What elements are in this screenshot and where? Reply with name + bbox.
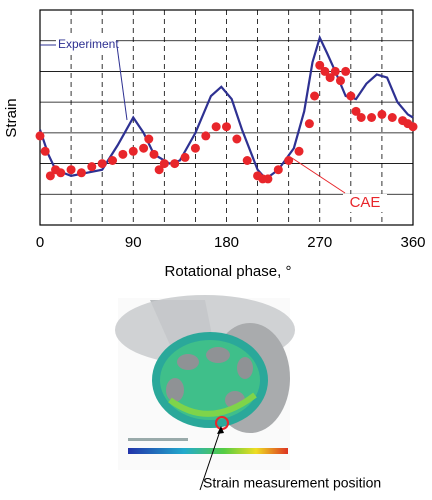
data-point: [211, 122, 221, 132]
data-point: [310, 91, 320, 101]
data-point: [128, 146, 138, 156]
data-point: [180, 152, 190, 162]
data-point: [40, 146, 50, 156]
data-point: [377, 109, 387, 119]
data-point: [35, 131, 45, 141]
data-point: [351, 106, 361, 116]
arrow-head: [217, 426, 224, 434]
data-point: [320, 66, 330, 76]
data-point: [87, 162, 97, 172]
data-point: [170, 159, 180, 169]
x-tick-label: 360: [400, 234, 425, 251]
data-point: [387, 113, 397, 122]
pointer-arrow: [199, 427, 222, 491]
data-point: [108, 156, 118, 165]
data-point: [330, 66, 340, 76]
data-point: [273, 165, 283, 175]
data-point: [76, 168, 86, 178]
data-point: [335, 76, 345, 86]
data-point: [408, 122, 418, 132]
data-point: [66, 165, 76, 175]
y-axis-label: Strain: [3, 98, 20, 137]
x-tick-label: 270: [307, 234, 332, 251]
data-point: [346, 91, 356, 101]
data-point: [242, 156, 252, 165]
callout-bg: [343, 194, 387, 212]
data-point: [304, 119, 314, 129]
data-point: [97, 159, 107, 169]
data-point: [294, 146, 304, 156]
data-point: [232, 134, 242, 144]
figure-caption: Strain measurement position: [203, 475, 381, 491]
x-axis-label: Rotational phase, °: [165, 263, 292, 280]
data-point: [201, 131, 211, 141]
callout-line: [116, 45, 128, 121]
data-point: [315, 60, 325, 70]
data-point: [144, 134, 154, 144]
data-point: [263, 174, 273, 184]
x-tick-label: 0: [36, 234, 44, 251]
model-image: [115, 295, 295, 470]
x-tick-label: 180: [214, 234, 239, 251]
data-point: [356, 113, 366, 122]
data-point: [45, 171, 55, 181]
data-point: [56, 168, 66, 178]
data-point: [367, 113, 377, 122]
data-point: [190, 143, 200, 153]
callout-bg: [56, 36, 116, 54]
data-point: [118, 149, 128, 159]
data-point: [159, 159, 169, 169]
data-point: [325, 73, 335, 83]
data-point: [149, 149, 159, 159]
data-point: [139, 143, 149, 153]
data-point: [154, 165, 164, 175]
series-label: Experiment: [58, 37, 119, 51]
data-point: [341, 66, 351, 76]
x-tick-label: 90: [125, 234, 142, 251]
callout-line: [291, 157, 346, 194]
data-point: [284, 156, 294, 165]
series-label: CAE: [350, 194, 381, 211]
data-point: [222, 122, 231, 132]
